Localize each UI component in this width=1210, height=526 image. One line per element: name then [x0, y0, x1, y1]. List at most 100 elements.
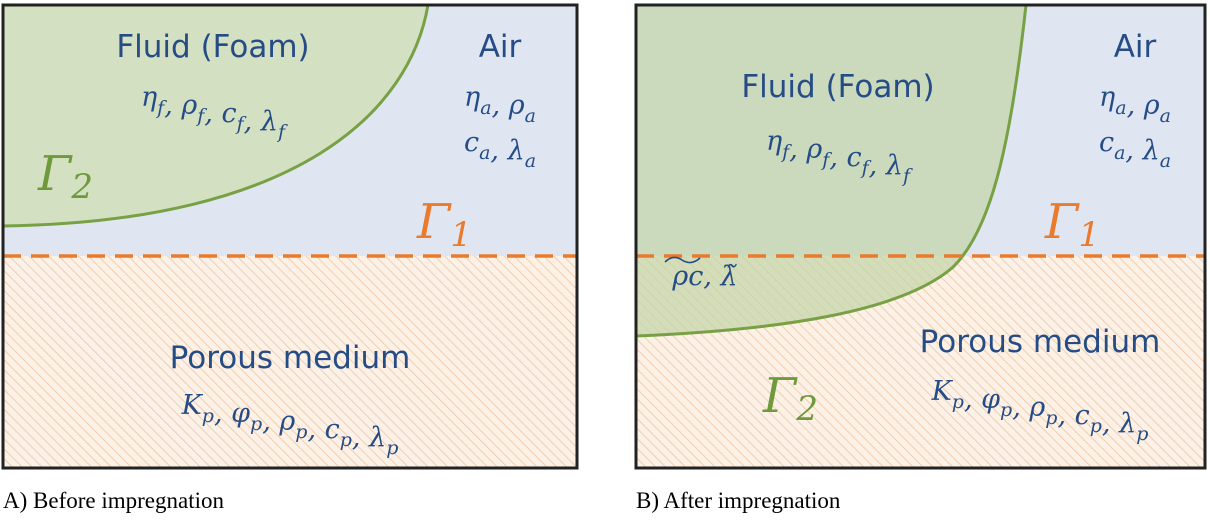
- subscript: 1: [1078, 215, 1100, 255]
- subscript: f: [276, 121, 288, 143]
- subscript: p: [952, 391, 964, 413]
- symbol: η: [141, 82, 157, 113]
- region-title: Air: [479, 29, 522, 65]
- symbol: λ: [260, 106, 278, 137]
- panel-frame: [1, 3, 579, 470]
- panel-frame: [634, 3, 1207, 470]
- boundary-label: Γ1: [416, 194, 472, 255]
- separator: ,: [869, 150, 886, 181]
- region-title: Fluid (Foam): [741, 69, 934, 105]
- boundary-label: Γ2: [762, 368, 818, 429]
- symbol: ρ: [278, 406, 295, 437]
- subscript: f: [901, 165, 913, 187]
- symbol: η: [464, 82, 480, 113]
- subscript: f: [820, 149, 832, 171]
- symbol: c: [221, 98, 236, 129]
- symbol: λ̃: [720, 261, 738, 292]
- parameter-line: ηa, ρa: [464, 82, 536, 127]
- separator: ,: [307, 414, 324, 445]
- separator: ,: [1125, 135, 1142, 166]
- region-title: Porous medium: [920, 324, 1161, 360]
- fluid-region: [3, 5, 430, 228]
- region-title: Porous medium: [170, 340, 411, 376]
- separator: ,: [789, 134, 806, 165]
- subscript: a: [479, 142, 490, 164]
- subscript: p: [386, 437, 398, 459]
- symbol: c: [464, 127, 479, 158]
- panel-a: [3, 5, 577, 468]
- symbol: ρ: [1028, 392, 1045, 423]
- subscript: a: [1115, 97, 1126, 119]
- symbol: Γ: [416, 194, 452, 250]
- separator: ,: [829, 142, 846, 173]
- separator: ,: [1102, 408, 1119, 439]
- tilde-accent: [664, 256, 701, 264]
- symbol: ρ: [508, 90, 525, 121]
- caption: B) After impregnation: [636, 488, 841, 513]
- symbol: ρc: [671, 261, 703, 292]
- symbol: Γ: [1044, 194, 1080, 250]
- symbol: η: [1099, 82, 1115, 113]
- separator: ,: [1057, 400, 1074, 431]
- symbol: K: [181, 390, 204, 421]
- symbol: λ: [885, 150, 903, 181]
- subscript: a: [1160, 105, 1171, 127]
- symbol: Γ: [37, 146, 73, 202]
- separator: ,: [964, 384, 981, 415]
- separator: ,: [492, 90, 509, 121]
- parameter-line: Kp, φp, ρp, cp, λp: [931, 376, 1149, 445]
- subscript: p: [295, 421, 307, 443]
- symbol: K: [931, 376, 954, 407]
- parameter-line: Kp, φp, ρp, cp, λp: [181, 390, 399, 459]
- symbol: λ: [507, 135, 525, 166]
- symbol: ρ: [180, 90, 197, 121]
- symbol: φ: [231, 398, 250, 429]
- subscript: p: [1000, 399, 1012, 421]
- symbol: λ: [368, 422, 386, 453]
- parameter-line: ηa, ρa: [1099, 82, 1171, 127]
- subscript: 1: [450, 215, 472, 255]
- region-title: Fluid (Foam): [116, 29, 309, 65]
- separator: ,: [352, 422, 369, 453]
- parameter-line: ηf, ρf, cf, λf: [766, 126, 913, 187]
- symbol: ρ: [1143, 90, 1160, 121]
- subscript: p: [1045, 407, 1057, 429]
- symbol: λ: [1118, 408, 1136, 439]
- symbol: φ: [981, 384, 1000, 415]
- subscript: p: [1136, 423, 1148, 445]
- symbol: c: [325, 414, 340, 445]
- porous-region: [3, 256, 577, 468]
- parameter-line: ηf, ρf, cf, λf: [141, 82, 288, 143]
- separator: ,: [164, 90, 181, 121]
- separator: ,: [703, 261, 720, 292]
- separator: ,: [1012, 392, 1029, 423]
- subscript: 2: [795, 389, 818, 429]
- boundary-label: Γ1: [1044, 194, 1100, 255]
- symbol: c: [1075, 400, 1090, 431]
- symbol: c: [1099, 127, 1114, 158]
- subscript: a: [525, 150, 536, 172]
- subscript: f: [195, 105, 207, 127]
- boundary-label: Γ2: [37, 146, 93, 207]
- region-title: Air: [1114, 29, 1157, 65]
- subscript: p: [340, 429, 352, 451]
- subscript: a: [1114, 142, 1125, 164]
- separator: ,: [1127, 90, 1144, 121]
- subscript: a: [1160, 150, 1171, 172]
- subscript: f: [860, 157, 872, 179]
- symbol: Γ: [762, 368, 798, 424]
- subscript: f: [780, 141, 792, 163]
- separator: ,: [204, 98, 221, 129]
- panel-b: [636, 5, 1205, 468]
- subscript: f: [235, 113, 247, 135]
- symbol: c: [846, 142, 861, 173]
- caption: A) Before impregnation: [3, 488, 224, 513]
- parameter-line: ρc, λ̃: [671, 261, 737, 292]
- separator: ,: [262, 406, 279, 437]
- symbol: λ: [1142, 135, 1160, 166]
- separator: ,: [490, 135, 507, 166]
- subscript: p: [202, 405, 214, 427]
- separator: ,: [244, 106, 261, 137]
- separator: ,: [214, 398, 231, 429]
